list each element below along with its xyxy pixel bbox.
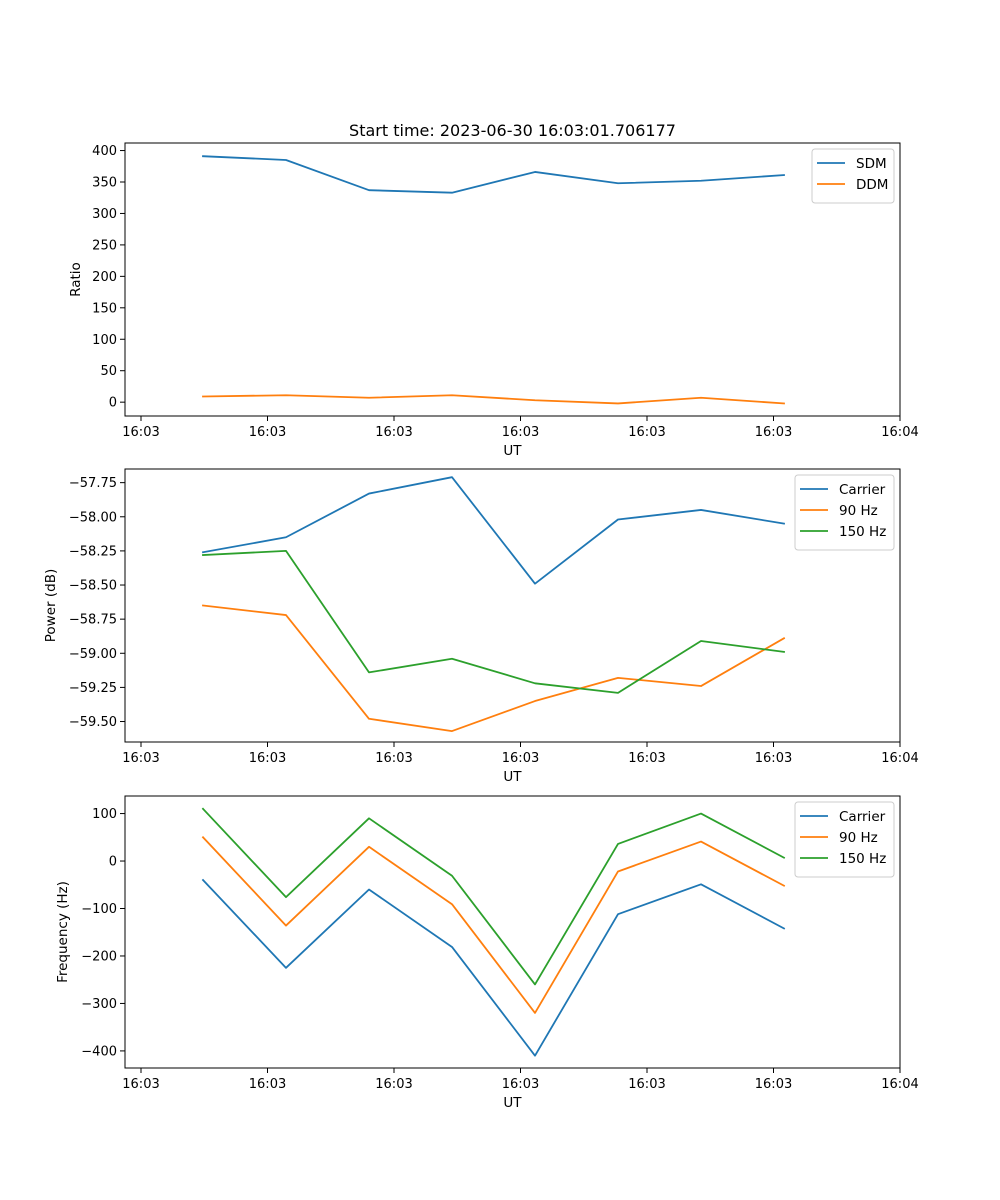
- legend-label: DDM: [856, 177, 888, 193]
- legend-label: Carrier: [839, 809, 886, 825]
- x-tick-label: 16:03: [122, 425, 159, 440]
- legend-label: 150 Hz: [839, 851, 886, 867]
- series-group: [201, 476, 786, 732]
- x-tick-label: 16:03: [628, 1077, 665, 1092]
- x-axis-label: UT: [503, 1095, 522, 1111]
- series-group: [201, 807, 786, 1057]
- y-tick-label: −200: [81, 949, 117, 964]
- y-tick-label: 300: [92, 207, 117, 222]
- legend-label: 90 Hz: [839, 503, 878, 519]
- panels: 0 50 100 150 200 250 300 350 400 16:03 16:03 16:03 1…: [43, 142, 919, 1111]
- x-tick-label: 16:03: [755, 1077, 792, 1092]
- y-tick-label: 250: [92, 238, 117, 253]
- x-tick-label: 16:03: [249, 425, 286, 440]
- x-tick-label: 16:03: [502, 425, 539, 440]
- x-tick-label: 16:03: [755, 751, 792, 766]
- y-axis-label: Frequency (Hz): [55, 881, 71, 983]
- x-tick-label: 16:03: [249, 751, 286, 766]
- legend: Carrier 90 Hz 150 Hz: [794, 474, 895, 551]
- y-tick-label: −59.00: [69, 647, 117, 662]
- y-tick-label: −58.50: [69, 579, 117, 594]
- y-axis-label: Power (dB): [43, 569, 59, 642]
- panel-1: 0 50 100 150 200 250 300 350 400 16:03 16:03 16:03 1…: [68, 142, 919, 459]
- legend-label: SDM: [856, 156, 887, 172]
- series-line-ddm: [202, 394, 785, 405]
- y-tick-label: 100: [92, 333, 117, 348]
- y-tick-label: −58.75: [69, 613, 117, 628]
- series-line-sdm: [202, 155, 785, 194]
- x-tick-label: 16:04: [881, 425, 918, 440]
- legend-label: Carrier: [839, 482, 886, 498]
- x-tick-label: 16:03: [375, 425, 412, 440]
- panel-3: −400 −300 −200 −100 0 100 16:03 16:03 16:03 16:03…: [55, 795, 919, 1111]
- legend-label: 90 Hz: [839, 830, 878, 846]
- y-tick-label: −400: [81, 1044, 117, 1059]
- x-tick-label: 16:03: [249, 1077, 286, 1092]
- series-line-150-hz: [201, 807, 786, 986]
- y-tick-label: 400: [92, 144, 117, 159]
- chart-title: Start time: 2023-06-30 16:03:01.706177: [349, 121, 676, 140]
- series-line-carrier: [201, 878, 786, 1057]
- y-tick-label: 150: [92, 301, 117, 316]
- series-line-90-hz: [201, 836, 786, 1014]
- y-tick-label: 50: [100, 364, 117, 379]
- y-tick-label: 350: [92, 176, 117, 191]
- x-tick-label: 16:03: [375, 751, 412, 766]
- x-tick-label: 16:04: [881, 751, 918, 766]
- x-tick-label: 16:04: [881, 1077, 918, 1092]
- x-tick-label: 16:03: [628, 425, 665, 440]
- y-tick-label: −300: [81, 997, 117, 1012]
- y-tick-label: 200: [92, 270, 117, 285]
- x-tick-label: 16:03: [375, 1077, 412, 1092]
- series-line-carrier: [201, 476, 786, 585]
- y-tick-label: −59.25: [69, 681, 117, 696]
- y-tick-label: 0: [109, 855, 117, 870]
- x-tick-label: 16:03: [122, 1077, 159, 1092]
- panel-2: −59.50 −59.25 −59.00 −58.75 −58.50 −58.25 −58.…: [43, 468, 919, 785]
- y-tick-label: −57.75: [69, 476, 117, 491]
- y-tick-label: 0: [109, 396, 117, 411]
- series-group: [202, 155, 785, 405]
- legend: SDM DDM: [811, 148, 895, 204]
- series-line-90-hz: [202, 604, 786, 732]
- y-tick-label: −59.50: [69, 715, 117, 730]
- y-tick-label: −100: [81, 902, 117, 917]
- x-tick-label: 16:03: [502, 1077, 539, 1092]
- axes-frame: [124, 468, 901, 743]
- axes-frame: [124, 142, 901, 417]
- axes-frame: [124, 795, 901, 1069]
- y-tick-label: 100: [92, 807, 117, 822]
- x-tick-label: 16:03: [755, 425, 792, 440]
- x-tick-label: 16:03: [628, 751, 665, 766]
- x-tick-label: 16:03: [502, 751, 539, 766]
- series-line-150-hz: [202, 550, 786, 694]
- y-tick-label: −58.25: [69, 544, 117, 559]
- legend-label: 150 Hz: [839, 524, 886, 540]
- x-axis-label: UT: [503, 769, 522, 785]
- x-tick-label: 16:03: [122, 751, 159, 766]
- y-axis-label: Ratio: [68, 262, 84, 297]
- y-tick-label: −58.00: [69, 510, 117, 525]
- legend: Carrier 90 Hz 150 Hz: [794, 801, 895, 878]
- x-axis-label: UT: [503, 443, 522, 459]
